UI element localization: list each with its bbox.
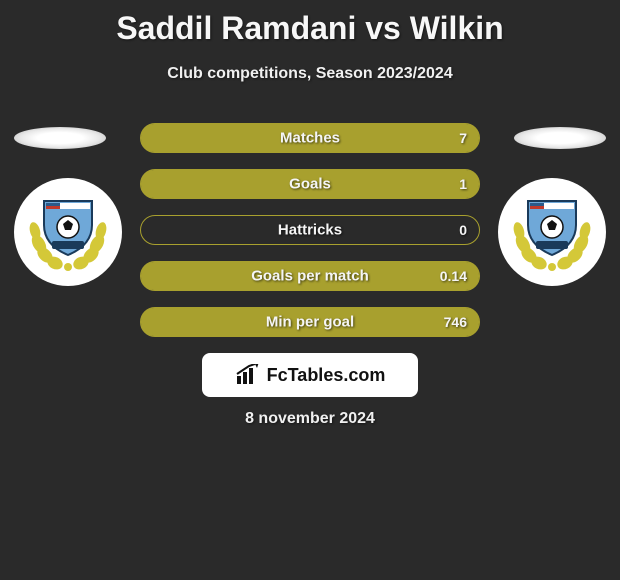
stat-value: 7 xyxy=(459,130,467,146)
shield-icon xyxy=(42,197,94,257)
club-badge-left xyxy=(14,178,122,286)
branding-box: FcTables.com xyxy=(202,353,418,397)
stat-bar: Min per goal 746 xyxy=(140,307,480,337)
branding-text: FcTables.com xyxy=(267,365,386,386)
page-subtitle: Club competitions, Season 2023/2024 xyxy=(0,65,620,83)
page-title: Saddil Ramdani vs Wilkin xyxy=(0,0,620,47)
player-avatar-left xyxy=(14,127,106,149)
stat-value: 746 xyxy=(444,314,467,330)
stat-bar: Goals per match 0.14 xyxy=(140,261,480,291)
stat-value: 0 xyxy=(459,222,467,238)
shield-icon xyxy=(526,197,578,257)
player-avatar-right xyxy=(514,127,606,149)
stat-value: 1 xyxy=(459,176,467,192)
club-badge-right xyxy=(498,178,606,286)
stat-bar: Hattricks 0 xyxy=(140,215,480,245)
date-text: 8 november 2024 xyxy=(245,410,375,428)
stat-bar: Matches 7 xyxy=(140,123,480,153)
stat-label: Goals xyxy=(289,176,331,193)
stat-label: Matches xyxy=(280,130,340,147)
stat-label: Min per goal xyxy=(266,314,354,331)
stat-label: Goals per match xyxy=(251,268,369,285)
stat-value: 0.14 xyxy=(440,268,467,284)
stat-bar: Goals 1 xyxy=(140,169,480,199)
stats-container: Matches 7 Goals 1 Hattricks 0 Goals per match 0… xyxy=(140,123,480,353)
chart-icon xyxy=(235,364,261,386)
stat-label: Hattricks xyxy=(278,222,342,239)
